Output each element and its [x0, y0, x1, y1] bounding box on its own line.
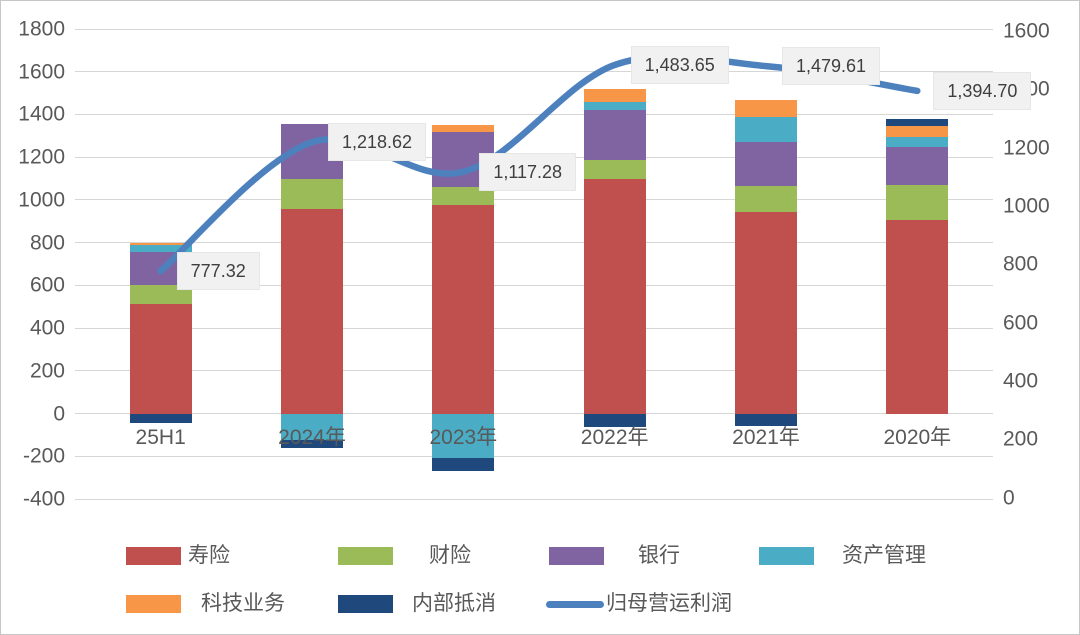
legend-label: 内部抵消: [412, 592, 496, 615]
bar-segment-bank: [735, 142, 797, 186]
y-axis-right-label: 1600: [1003, 19, 1050, 43]
legend-label: 归母营运利润: [606, 592, 732, 615]
bar-segment-life: [583, 178, 646, 414]
y-axis-right-label: 800: [1003, 252, 1039, 276]
y-axis-right-label: 600: [1003, 311, 1039, 335]
x-axis-label: 2021年: [732, 425, 800, 449]
bar-segment-asset-mgmt: [735, 117, 797, 142]
bar-segment-tech: [432, 124, 495, 132]
gridline: [75, 113, 993, 115]
gridline: [75, 199, 993, 201]
legend-line-marker: [546, 601, 604, 608]
legend-swatch: [338, 547, 393, 565]
bar-segment-internal-offset: [886, 119, 949, 127]
legend-label: 财险: [429, 544, 471, 567]
gridline: [75, 413, 993, 415]
gridline: [75, 455, 993, 457]
bar-segment-asset-mgmt: [886, 137, 949, 148]
y-axis-left-label: -200: [22, 444, 65, 468]
bar-segment-life: [886, 219, 949, 414]
bar-segment-life: [735, 211, 797, 414]
bar-segment-internal-offset: [583, 413, 646, 428]
legend-label: 资产管理: [842, 544, 926, 567]
bar-segment-tech: [735, 100, 797, 118]
bar-segment-internal-offset: [432, 458, 495, 472]
line-data-label: 1,394.70: [933, 71, 1032, 110]
legend-swatch: [126, 595, 181, 613]
y-axis-right-label: 1000: [1003, 194, 1050, 218]
bar-segment-life: [281, 208, 343, 414]
bar-segment-internal-offset: [735, 413, 797, 427]
bar-segment-property: [735, 185, 797, 212]
bar-segment-asset-mgmt: [583, 102, 646, 110]
x-axis-label: 25H1: [135, 425, 186, 449]
legend-swatch: [759, 547, 814, 565]
y-axis-right-label: 1200: [1003, 136, 1050, 160]
y-axis-right-label: 0: [1003, 486, 1015, 510]
y-axis-left-label: 0: [53, 402, 65, 426]
bar-segment-internal-offset: [281, 440, 343, 448]
gridline: [75, 242, 993, 244]
bar-segment-life: [432, 204, 495, 414]
legend-label: 科技业务: [201, 592, 285, 615]
y-axis-left-label: 1200: [18, 145, 65, 169]
y-axis-left-label: 1400: [18, 102, 65, 126]
x-axis-label: 2024年: [278, 425, 346, 449]
y-axis-left-label: 600: [29, 273, 65, 297]
line-data-label: 777.32: [176, 251, 260, 290]
bar-segment-internal-offset: [129, 413, 192, 424]
legend-swatch: [549, 547, 604, 565]
y-axis-left-label: 1800: [18, 17, 65, 41]
y-axis-left-label: 400: [29, 316, 65, 340]
y-axis-right-label: 200: [1003, 427, 1039, 451]
bar-segment-tech: [129, 242, 192, 245]
bar-segment-property: [886, 184, 949, 220]
y-axis-left-label: 800: [29, 231, 65, 255]
bar-segment-tech: [583, 89, 646, 103]
x-axis-label: 2022年: [580, 425, 649, 449]
bar-segment-life: [129, 303, 192, 414]
y-axis-left-label: 1600: [18, 60, 65, 84]
x-axis-label: 2023年: [429, 425, 498, 449]
bar-segment-bank: [583, 109, 646, 161]
y-axis-right-label: 400: [1003, 369, 1039, 393]
y-axis-left-label: 200: [29, 359, 65, 383]
legend-swatch: [338, 595, 393, 613]
bar-segment-property: [129, 284, 192, 304]
line-data-label: 1,218.62: [328, 123, 427, 162]
gridline: [75, 284, 993, 286]
legend-label: 寿险: [188, 544, 230, 567]
y-axis-left-label: -400: [22, 487, 65, 511]
bar-segment-property: [281, 178, 343, 209]
gridline: [75, 498, 993, 500]
line-data-label: 1,483.65: [630, 45, 729, 84]
legend-label: 银行: [638, 544, 680, 567]
bar-segment-asset-mgmt: [281, 413, 343, 441]
gridline: [75, 370, 993, 372]
x-axis-label: 2020年: [883, 425, 952, 449]
bar-segment-bank: [886, 147, 949, 185]
gridline: [75, 327, 993, 329]
y-axis-left-label: 1000: [18, 188, 65, 212]
bar-segment-tech: [886, 126, 949, 138]
bar-segment-asset-mgmt: [432, 413, 495, 459]
gridline: [75, 28, 993, 30]
line-data-label: 1,479.61: [782, 47, 881, 86]
legend-swatch: [126, 547, 181, 565]
bar-segment-property: [583, 160, 646, 179]
line-data-label: 1,117.28: [479, 152, 577, 191]
